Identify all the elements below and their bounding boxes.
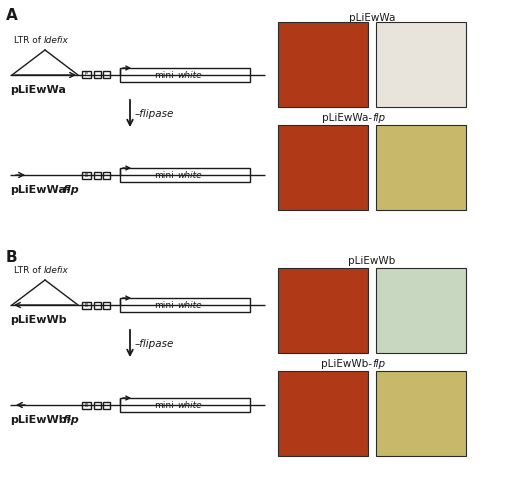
Bar: [82, 301, 91, 309]
Text: pLiEwWa: pLiEwWa: [349, 13, 395, 23]
Bar: [376, 268, 466, 353]
Bar: [103, 301, 110, 309]
Text: A: A: [6, 8, 18, 23]
Bar: [376, 125, 466, 210]
Bar: [94, 71, 101, 79]
Bar: [94, 172, 101, 178]
Bar: [82, 172, 91, 178]
Text: pLiEwWb-: pLiEwWb-: [321, 359, 372, 369]
Bar: [278, 125, 368, 210]
Bar: [120, 168, 250, 182]
Text: B: B: [6, 250, 17, 265]
Text: Idefix: Idefix: [44, 266, 69, 275]
Text: E: E: [85, 173, 88, 177]
Text: mini-: mini-: [154, 400, 177, 410]
Bar: [278, 22, 368, 107]
Text: flp: flp: [372, 113, 385, 123]
Text: pLiEwWb: pLiEwWb: [10, 315, 67, 325]
Text: mini-: mini-: [154, 300, 177, 310]
Text: LTR of: LTR of: [14, 36, 44, 45]
Bar: [82, 71, 91, 79]
Text: Idefix: Idefix: [44, 36, 69, 45]
Text: flp: flp: [62, 415, 79, 425]
Text: pLiEwWa: pLiEwWa: [10, 85, 66, 95]
Bar: [278, 268, 368, 353]
Bar: [82, 401, 91, 409]
Text: LTR of: LTR of: [14, 266, 44, 275]
Text: flp: flp: [372, 359, 385, 369]
Text: –flipase: –flipase: [135, 109, 175, 119]
Text: white: white: [177, 70, 202, 80]
Text: –flipase: –flipase: [135, 339, 175, 349]
Text: flp: flp: [62, 185, 79, 195]
Bar: [376, 22, 466, 107]
Text: white: white: [177, 300, 202, 310]
Bar: [103, 401, 110, 409]
Text: E: E: [85, 402, 88, 407]
Text: mini-: mini-: [154, 171, 177, 179]
Bar: [120, 68, 250, 82]
Bar: [103, 172, 110, 178]
Text: pLiEwWb-: pLiEwWb-: [10, 415, 71, 425]
Bar: [376, 371, 466, 456]
Bar: [278, 371, 368, 456]
Text: white: white: [177, 400, 202, 410]
Bar: [94, 401, 101, 409]
Bar: [103, 71, 110, 79]
Text: mini-: mini-: [154, 70, 177, 80]
Text: pLiEwWa-: pLiEwWa-: [322, 113, 372, 123]
Text: white: white: [177, 171, 202, 179]
Text: pLiEwWa-: pLiEwWa-: [10, 185, 70, 195]
Text: E: E: [85, 302, 88, 308]
Bar: [120, 398, 250, 412]
Bar: [94, 301, 101, 309]
Bar: [120, 298, 250, 312]
Text: pLiEwWb: pLiEwWb: [349, 256, 396, 266]
Text: E: E: [85, 72, 88, 77]
